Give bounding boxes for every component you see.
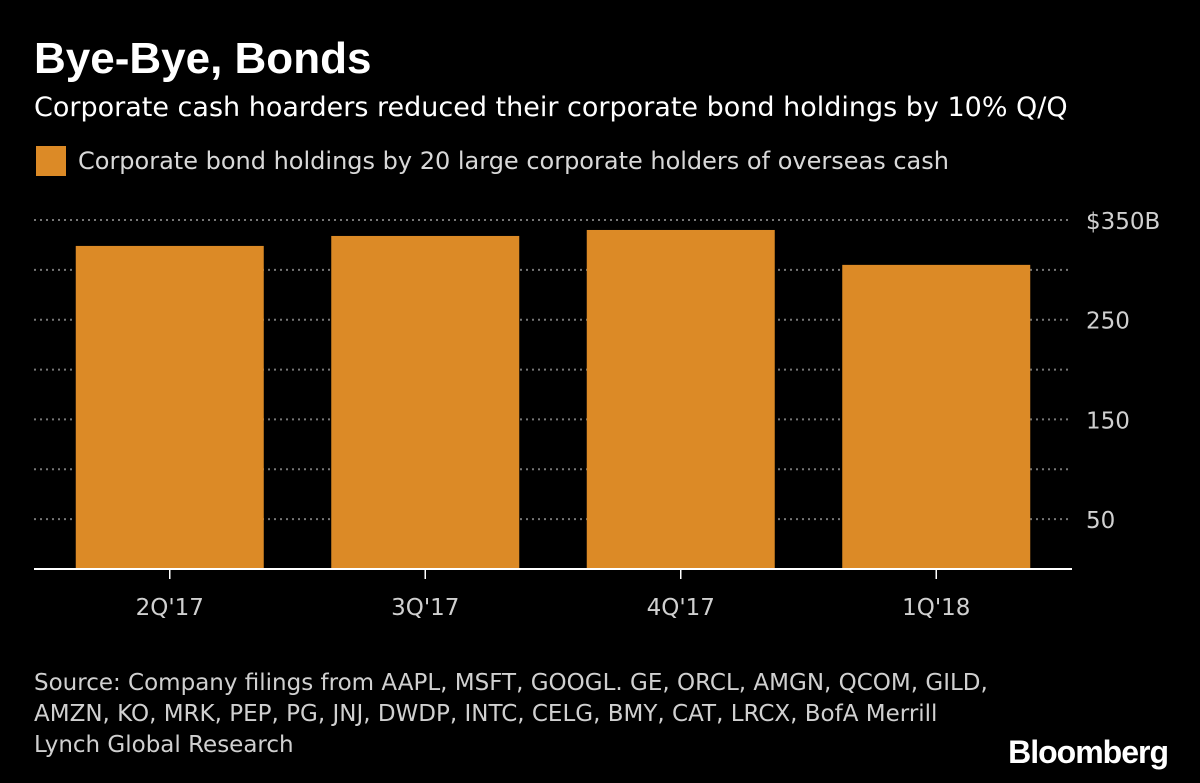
source-note: Source: Company filings from AAPL, MSFT,… [34, 670, 988, 758]
bar [842, 264, 1031, 569]
bar [586, 229, 775, 569]
y-tick-label: 250 [1086, 309, 1130, 335]
bar [331, 235, 520, 569]
y-tick-label: 150 [1086, 408, 1130, 434]
legend-label: Corporate bond holdings by 20 large corp… [78, 147, 949, 175]
x-tick-label: 2Q'17 [136, 595, 204, 621]
y-tick-label: $350B [1086, 209, 1160, 235]
bar [75, 245, 264, 569]
legend-swatch [36, 146, 66, 176]
chart-subtitle: Corporate cash hoarders reduced their co… [34, 92, 1068, 123]
legend: Corporate bond holdings by 20 large corp… [36, 144, 949, 178]
y-tick-label: 50 [1086, 508, 1115, 534]
bloomberg-logo: Bloomberg [1008, 734, 1169, 770]
chart-title: Bye-Bye, Bonds [34, 34, 372, 83]
x-tick-label: 3Q'17 [391, 595, 459, 621]
x-tick-label: 1Q'18 [902, 595, 970, 621]
x-tick-label: 4Q'17 [647, 595, 715, 621]
